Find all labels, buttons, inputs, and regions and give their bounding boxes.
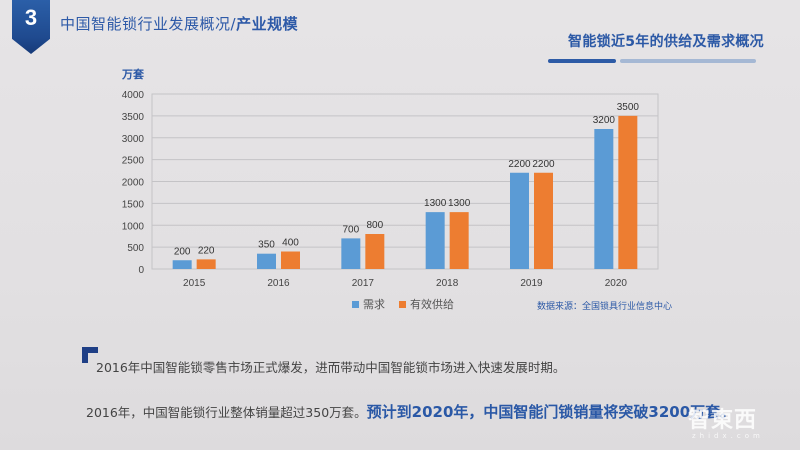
section-number: 3 xyxy=(24,5,38,30)
data-label: 2200 xyxy=(532,159,555,170)
bar-supply xyxy=(281,251,300,269)
x-tick-label: 2019 xyxy=(520,278,543,289)
y-tick-label: 4000 xyxy=(122,90,145,101)
legend-swatch-demand xyxy=(352,300,359,308)
data-label: 800 xyxy=(366,220,383,231)
legend-swatch-supply xyxy=(399,300,406,308)
bar-demand xyxy=(425,212,445,269)
x-tick-label: 2017 xyxy=(352,278,375,289)
y-tick-label: 0 xyxy=(138,265,144,276)
watermark-brand: 智東西 xyxy=(688,408,758,433)
bar-demand xyxy=(594,129,614,269)
body-text-regular: 2016年，中国智能锁行业整体销量超过350万套。 xyxy=(86,405,367,420)
corner-bracket-icon xyxy=(82,347,98,363)
bar-demand xyxy=(257,253,276,269)
y-axis-unit-label: 万套 xyxy=(122,68,144,81)
chart-title: 智能锁近5年的供给及需求概况 xyxy=(568,34,764,50)
data-label: 3200 xyxy=(593,115,616,126)
data-label: 1300 xyxy=(424,198,447,209)
body-text-line-1: 2016年中国智能锁零售市场正式爆发，进而带动中国智能锁市场进入快速发展时期。 xyxy=(96,360,566,375)
bar-supply xyxy=(196,259,216,269)
legend-label-supply: 有效供给 xyxy=(410,298,454,311)
y-tick-label: 2500 xyxy=(122,156,145,167)
legend-label-demand: 需求 xyxy=(363,298,385,311)
x-tick-label: 2015 xyxy=(183,278,206,289)
watermark-domain: zhidx.com xyxy=(692,432,764,440)
y-tick-label: 500 xyxy=(127,243,144,254)
data-label: 2200 xyxy=(508,159,531,170)
underline-light xyxy=(620,59,756,63)
page-title: 中国智能锁行业发展概况/产业规模 xyxy=(60,13,298,34)
data-source-note: 数据来源：全国锁具行业信息中心 xyxy=(537,302,673,312)
page-title-regular: 中国智能锁行业发展概况/ xyxy=(60,15,237,33)
bar-demand xyxy=(341,238,361,269)
y-tick-label: 3500 xyxy=(122,112,145,123)
chart-legend: 需求 有效供给 xyxy=(352,296,454,312)
data-label: 3500 xyxy=(617,102,640,113)
title-underline xyxy=(548,59,756,63)
x-tick-label: 2020 xyxy=(605,278,628,289)
body-text-emphasis: 预计到2020年，中国智能门锁销量将突破3200万套。 xyxy=(366,403,736,421)
x-tick-label: 2016 xyxy=(267,278,290,289)
data-label: 700 xyxy=(342,224,359,235)
bar-supply xyxy=(534,172,553,269)
bar-demand xyxy=(510,172,529,269)
data-label: 220 xyxy=(198,245,215,256)
y-tick-label: 1500 xyxy=(122,199,145,210)
page-title-bold: 产业规模 xyxy=(236,15,299,33)
bar-supply xyxy=(365,234,385,269)
bar-supply xyxy=(449,212,469,269)
data-label: 350 xyxy=(258,240,275,251)
y-tick-label: 2000 xyxy=(122,178,145,189)
x-tick-label: 2018 xyxy=(436,278,459,289)
bar-supply xyxy=(618,115,638,269)
data-label: 200 xyxy=(174,246,191,257)
underline-dark xyxy=(548,59,616,63)
watermark-logo: 智東西 zhidx.com xyxy=(688,402,764,440)
body-text-line-2: 2016年，中国智能锁行业整体销量超过350万套。预计到2020年，中国智能门锁… xyxy=(86,401,735,422)
data-label: 1300 xyxy=(448,198,471,209)
y-tick-label: 3000 xyxy=(122,134,145,145)
data-label: 400 xyxy=(282,238,299,249)
bar-demand xyxy=(172,260,192,269)
y-tick-label: 1000 xyxy=(122,221,145,232)
legend-item-supply: 有效供给 xyxy=(399,296,454,312)
legend-item-demand: 需求 xyxy=(352,296,385,312)
